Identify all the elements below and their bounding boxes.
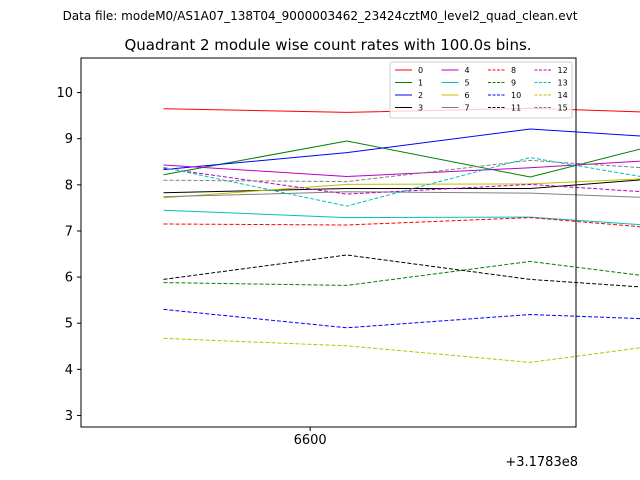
legend-label-3: 3 [418,104,423,113]
x-axis-offset-label: +3.1783e8 [505,455,578,470]
legend-label-2: 2 [418,91,423,100]
y-tick-label-6: 6 [65,271,73,286]
legend-label-8: 8 [511,66,516,75]
legend-label-11: 11 [511,104,521,113]
y-tick-label-4: 4 [65,363,73,378]
legend-label-13: 13 [558,79,568,88]
y-tick-label-9: 9 [65,132,73,147]
series-line-1 [163,140,640,178]
x-tick-label-6600: 6600 [294,433,327,448]
legend-label-4: 4 [465,66,470,75]
series-line-4 [163,160,640,178]
legend-label-12: 12 [558,66,568,75]
legend-label-9: 9 [511,79,516,88]
legend-frame [389,61,573,119]
legend-label-0: 0 [418,66,423,75]
series-line-12 [163,167,640,195]
legend-label-5: 5 [465,79,470,88]
series-line-2 [163,128,640,171]
y-axis: 3 4 5 6 7 8 9 10 [56,86,81,424]
legend-label-15: 15 [558,104,568,113]
figure-suptitle: Data file: modeM0/AS1A07_138T04_90000034… [63,9,578,23]
legend-label-10: 10 [511,91,521,100]
legend-label-7: 7 [465,104,470,113]
series-line-8 [163,217,640,228]
series-line-15 [163,159,640,183]
series-line-11 [163,254,640,288]
y-tick-label-8: 8 [65,178,73,193]
legend-label-14: 14 [558,91,568,100]
axes-frame [80,57,577,428]
y-tick-label-7: 7 [65,224,73,239]
legend-label-1: 1 [418,79,423,88]
series-line-14 [163,337,640,363]
y-tick-label-3: 3 [65,409,73,424]
legend-label-6: 6 [465,91,470,100]
y-tick-label-10: 10 [56,86,73,101]
chart-title: Quadrant 2 module wise count rates with … [124,36,531,54]
x-axis: 660068007000720074007600 [294,427,327,448]
series-line-9 [163,260,640,286]
y-tick-label-5: 5 [65,317,73,332]
series-line-10 [163,308,640,329]
series-line-3 [163,179,640,194]
series-line-7 [163,191,640,198]
